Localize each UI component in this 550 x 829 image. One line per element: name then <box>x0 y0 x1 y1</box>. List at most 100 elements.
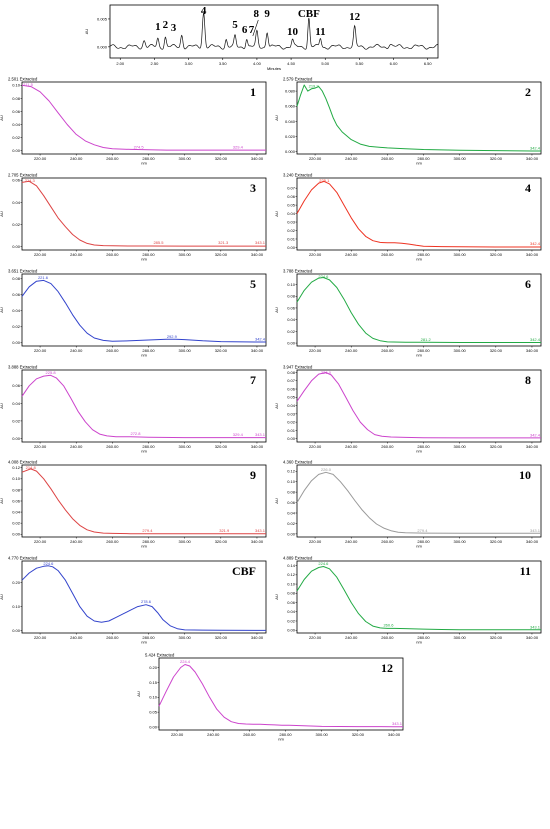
spectrum-ytick-label: 0.00 <box>287 245 296 250</box>
spectrum-ytick-label: 0.07 <box>287 186 296 191</box>
spectrum-xtick-label: 320.00 <box>490 156 503 161</box>
spectrum-xlabel: nm <box>141 161 147 166</box>
spectrum-panel-number: 11 <box>520 564 531 578</box>
spectrum-xtick-label: 220.00 <box>34 348 47 353</box>
spectrum-peak-label: 226.0 <box>321 370 332 375</box>
spectrum-title: 4.889 Extracted <box>283 556 313 561</box>
spectrum-ytick-label: 0.00 <box>287 340 296 345</box>
spectrum-xtick-label: 300.00 <box>454 156 467 161</box>
spectrum-ylabel: AU <box>274 307 279 313</box>
spectrum-ylabel: AU <box>136 691 141 697</box>
spectrum-xtick-label: 280.00 <box>417 156 430 161</box>
spectrum-peak-label: 329.4 <box>233 145 244 150</box>
chromatogram-xtick-label: 2.00 <box>116 61 125 66</box>
spectrum-ytick-label: 0.08 <box>287 370 296 375</box>
spectrum-panel-12: 5.424 Extracted 0.00 0.05 0.10 0.15 0.20 AU 220… <box>136 653 404 742</box>
spectrum-xtick-label: 240.00 <box>70 539 83 544</box>
spectrum-xtick-label: 340.00 <box>251 348 264 353</box>
spectrum-ytick-label: 0.04 <box>12 401 21 406</box>
spectrum-xtick-label: 220.00 <box>34 156 47 161</box>
spectrum-ytick-label: 0.06 <box>287 500 296 505</box>
spectrum-xtick-label: 300.00 <box>454 252 467 257</box>
spectrum-ytick-label: 0.08 <box>287 294 296 299</box>
spectrum-frame <box>296 560 542 634</box>
spectrum-xtick-label: 280.00 <box>142 539 155 544</box>
spectrum-xtick-label: 240.00 <box>70 444 83 449</box>
spectrum-ylabel: AU <box>274 403 279 409</box>
spectrum-trace <box>158 664 403 728</box>
spectrum-panel-number: 4 <box>525 181 531 195</box>
spectrum-title: 5.424 Extracted <box>145 653 175 658</box>
spectrum-ytick-label: 0.20 <box>12 580 21 585</box>
spectrum-peak-label: 279.4 <box>417 528 428 533</box>
spectrum-trace <box>21 374 266 439</box>
spectrum-xtick-label: 340.00 <box>251 635 264 640</box>
spectrum-ylabel: AU <box>0 115 4 121</box>
spectrum-xtick-label: 220.00 <box>309 156 322 161</box>
chromatogram-peak-label-8: 8 <box>253 8 259 20</box>
spectrum-title: 2.705 Extracted <box>8 173 38 178</box>
spectrum-peak-label: 225.8 <box>46 370 57 375</box>
spectrum-ytick-label: 0.10 <box>287 581 296 586</box>
spectrum-frame <box>158 657 404 731</box>
spectrum-xtick-label: 260.00 <box>106 635 119 640</box>
spectrum-xtick-label: 220.00 <box>34 252 47 257</box>
chromatogram-peak-label-10: 10 <box>287 26 299 38</box>
spectrum-ytick-label: 0.08 <box>12 276 21 281</box>
spectrum-title: 3.888 Extracted <box>8 365 38 370</box>
spectrum-title: 2.501 Extracted <box>8 77 38 82</box>
chromatogram-ytick-label: 0.000 <box>97 44 108 49</box>
spectrum-peak-label: 343.1 <box>530 624 541 629</box>
spectrum-xtick-label: 300.00 <box>179 252 192 257</box>
spectrum-title: 4.008 Extracted <box>8 460 38 465</box>
spectrum-xlabel: nm <box>278 737 284 742</box>
spectrum-xlabel: nm <box>141 640 147 645</box>
spectrum-peak-label: 224.6 <box>318 274 329 279</box>
spectrum-trace <box>21 180 266 247</box>
spectrum-xtick-label: 240.00 <box>345 635 358 640</box>
spectrum-xtick-label: 300.00 <box>179 156 192 161</box>
spectrum-xtick-label: 340.00 <box>526 156 539 161</box>
spectrum-ytick-label: 0.10 <box>12 83 21 88</box>
spectrum-ytick-label: 0.04 <box>287 510 296 515</box>
spectrum-trace <box>296 566 541 631</box>
spectrum-ylabel: AU <box>0 307 4 313</box>
spectrum-xtick-label: 340.00 <box>526 444 539 449</box>
spectrum-ytick-label: 0.04 <box>12 200 21 205</box>
spectrum-xtick-label: 320.00 <box>215 444 228 449</box>
spectrum-xtick-label: 260.00 <box>381 539 394 544</box>
spectrum-panel-number: 9 <box>250 468 256 482</box>
spectrum-ylabel: AU <box>274 498 279 504</box>
spectrum-xtick-label: 340.00 <box>526 348 539 353</box>
spectrum-xtick-label: 320.00 <box>215 635 228 640</box>
spectrum-ylabel: AU <box>0 403 4 409</box>
spectrum-peak-label: 342.4 <box>530 241 541 246</box>
spectrum-xtick-label: 340.00 <box>388 732 401 737</box>
chromatogram-peak-label-11: 11 <box>315 26 325 38</box>
spectrum-ytick-label: 0.02 <box>12 324 21 329</box>
spectrum-xtick-label: 320.00 <box>215 348 228 353</box>
spectrum-peak-label: 272.8 <box>130 431 141 436</box>
spectrum-frame <box>296 369 542 443</box>
spectrum-peak-label: 343.1 <box>530 528 541 533</box>
chromatogram-peak-label-4: 4 <box>201 5 207 17</box>
spectrum-ytick-label: 0.00 <box>12 628 21 633</box>
spectrum-ytick-label: 0.08 <box>287 591 296 596</box>
chromatogram-xtick-label: 4.50 <box>287 61 296 66</box>
spectrum-xtick-label: 260.00 <box>381 444 394 449</box>
spectrum-title: 4.360 Extracted <box>283 460 313 465</box>
spectrum-panel-1: 2.501 Extracted 0.00 0.02 0.04 0.06 0.08 0.10 A… <box>0 77 267 166</box>
spectrum-ytick-label: 0.10 <box>149 695 158 700</box>
chromatogram-ytick-label: 0.005 <box>97 16 108 21</box>
spectrum-xtick-label: 320.00 <box>215 156 228 161</box>
spectrum-xtick-label: 260.00 <box>106 348 119 353</box>
spectrum-xtick-label: 260.00 <box>381 348 394 353</box>
spectrum-xtick-label: 300.00 <box>454 539 467 544</box>
spectrum-xtick-label: 300.00 <box>179 444 192 449</box>
spectrum-panel-3: 2.705 Extracted 0.00 0.02 0.04 0.06 AU 220.00 2… <box>0 173 267 262</box>
spectrum-trace <box>21 279 266 343</box>
spectrum-xtick-label: 220.00 <box>309 539 322 544</box>
spectrum-xtick-label: 300.00 <box>179 635 192 640</box>
spectrum-trace <box>296 372 541 439</box>
spectrum-ylabel: AU <box>0 498 4 504</box>
